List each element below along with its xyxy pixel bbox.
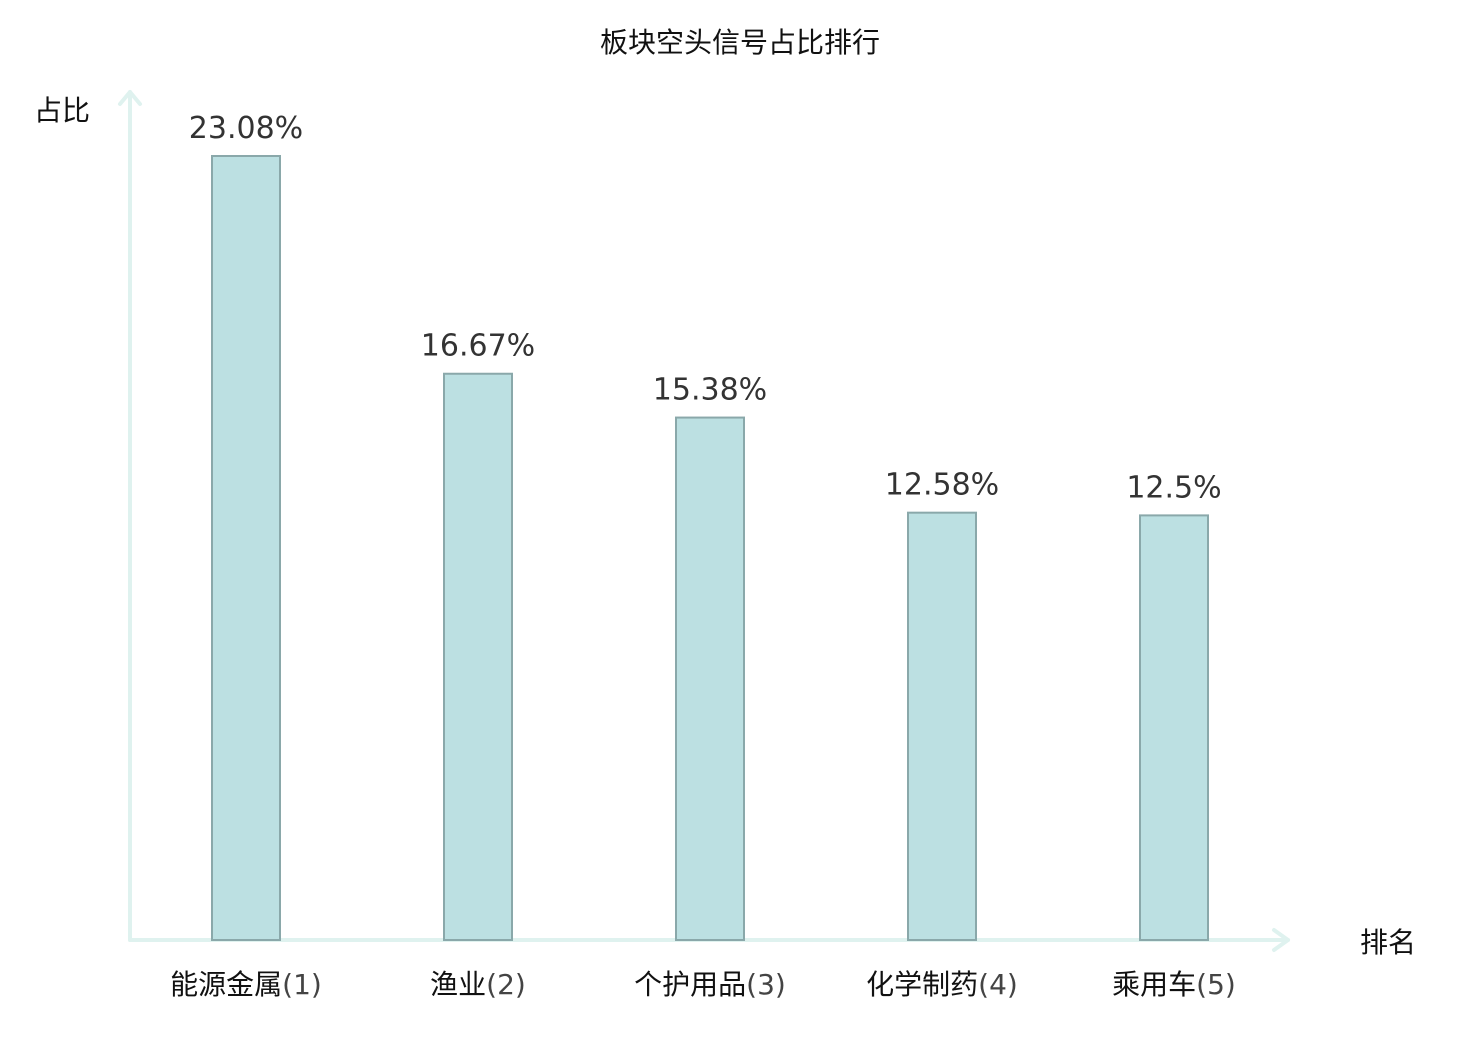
x-tick-label: 乘用车(5) (1112, 968, 1236, 1001)
x-tick-name: 能源金属 (170, 968, 282, 1001)
bar-value-label: 23.08% (189, 111, 303, 146)
x-tick-label: 渔业(2) (430, 968, 526, 1001)
bar (1139, 514, 1209, 941)
x-tick-rank: (1) (282, 968, 322, 1001)
x-tick-rank: (4) (978, 968, 1018, 1001)
bar-value-label: 12.5% (1126, 470, 1221, 505)
x-tick-label: 个护用品(3) (634, 968, 786, 1001)
x-axis-arrow (1272, 928, 1290, 952)
bar-value-label: 16.67% (421, 329, 535, 364)
chart-title: 板块空头信号占比排行 (600, 26, 880, 59)
x-tick-rank: (5) (1196, 968, 1236, 1001)
bar-value-label: 12.58% (885, 468, 999, 503)
x-axis-label: 排名 (1360, 926, 1416, 959)
x-tick-name: 化学制药 (866, 968, 978, 1001)
y-axis-arrow (118, 90, 142, 106)
x-tick-label: 化学制药(4) (866, 968, 1018, 1001)
x-tick-label: 能源金属(1) (170, 968, 322, 1001)
x-tick-rank: (3) (746, 968, 786, 1001)
x-tick-name: 乘用车 (1112, 968, 1196, 1001)
bars-group: 23.08% 能源金属(1) 16.67% 渔业(2) 15.38% 个护用品(3) 12.… (170, 111, 1236, 1001)
bar (211, 155, 281, 941)
x-tick-name: 渔业 (430, 968, 486, 1001)
bar-value-label: 15.38% (653, 373, 767, 408)
y-axis-label: 占比 (34, 94, 90, 127)
x-tick-name: 个护用品 (634, 968, 746, 1001)
x-tick-rank: (2) (486, 968, 526, 1001)
bar (907, 511, 977, 941)
bar (675, 416, 745, 941)
bar (443, 372, 513, 941)
